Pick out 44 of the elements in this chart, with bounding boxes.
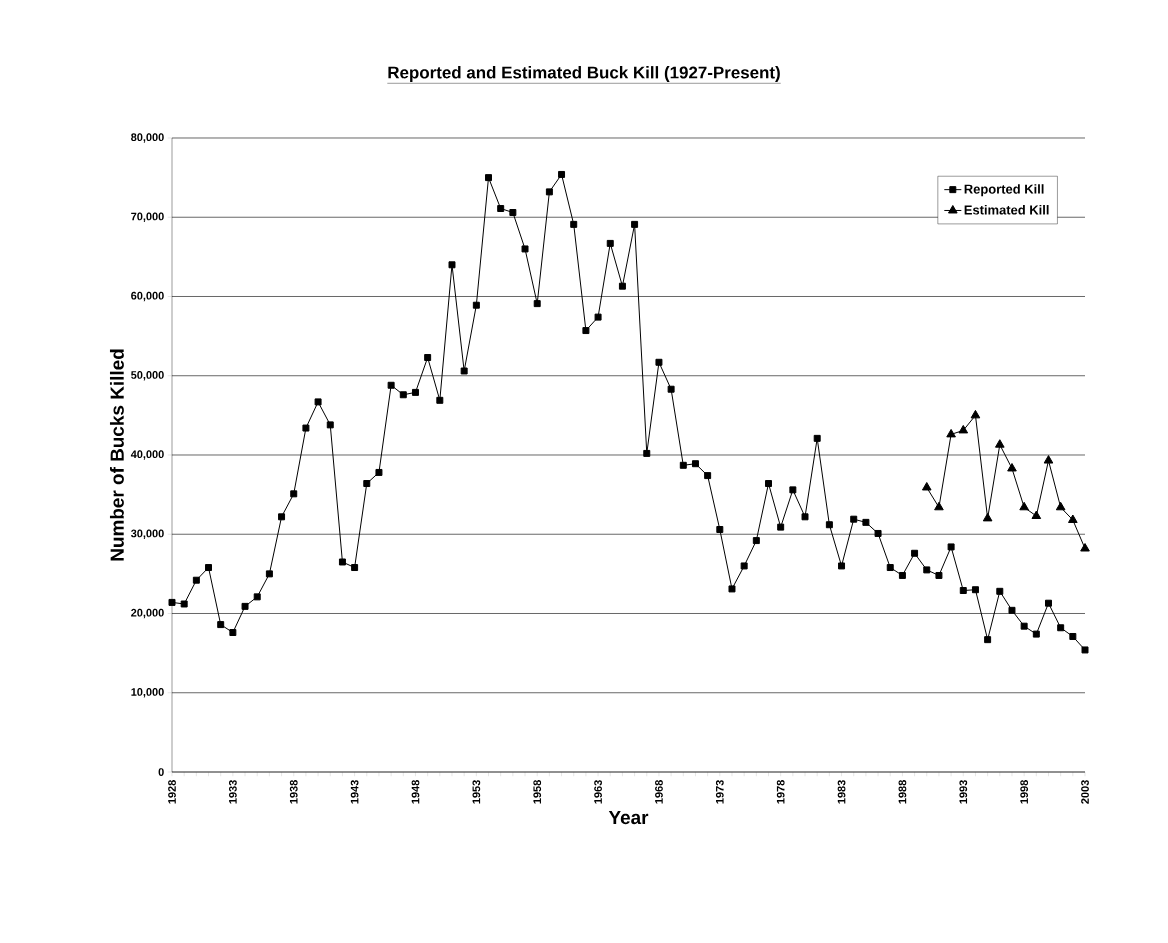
x-tick-label: 2003 [1081,780,1089,804]
point [982,512,993,522]
x-tick-label: 1963 [594,780,602,804]
x-tick-label: 1998 [1020,780,1029,804]
point [1068,514,1078,523]
y-tick-label: 20,000 [131,608,164,619]
y-tick-label: 40,000 [130,450,164,460]
x-tick-label: 1928 [168,780,176,804]
point [1019,501,1029,511]
x-tick-label: 1973 [715,780,724,804]
point [994,439,1005,448]
point [1007,462,1017,472]
y-tick-label: 0 [158,768,164,776]
y-tick-label: 30,000 [130,529,164,539]
x-axis-title: Year [608,811,649,825]
point [1055,501,1066,511]
x-tick-label: 1948 [411,780,420,804]
x-tick-label: 1958 [533,780,542,804]
x-tick-label: 1988 [898,780,907,804]
x-tick-label: 1978 [776,780,785,804]
legend-label: Estimated Kill [964,205,1049,215]
x-tick-label: 1943 [350,780,359,804]
y-axis-title: Number of Bucks Killed [109,349,124,561]
point [970,409,981,419]
y-tick-label: 50,000 [131,371,164,381]
point [1031,510,1042,520]
x-tick-label: 1968 [655,780,663,804]
y-tick-label: 60,000 [131,291,164,302]
point [921,482,932,491]
x-tick-label: 1953 [472,780,481,804]
y-tick-label: 10,000 [131,688,164,698]
point [958,424,969,434]
x-tick-label: 1933 [228,780,237,804]
x-tick-label: 1983 [837,780,846,804]
y-tick-label: 80,000 [131,133,164,143]
point [1043,455,1054,464]
x-tick-label: 1938 [289,780,298,804]
point [934,501,944,511]
point [946,428,956,438]
x-tick-label: 1993 [959,780,968,804]
legend-label: Reported Kill [964,184,1044,197]
y-tick-label: 70,000 [131,212,164,222]
point [1080,543,1090,552]
chart-title: Reported and Estimated Buck Kill (1927-Present) [388,66,780,82]
